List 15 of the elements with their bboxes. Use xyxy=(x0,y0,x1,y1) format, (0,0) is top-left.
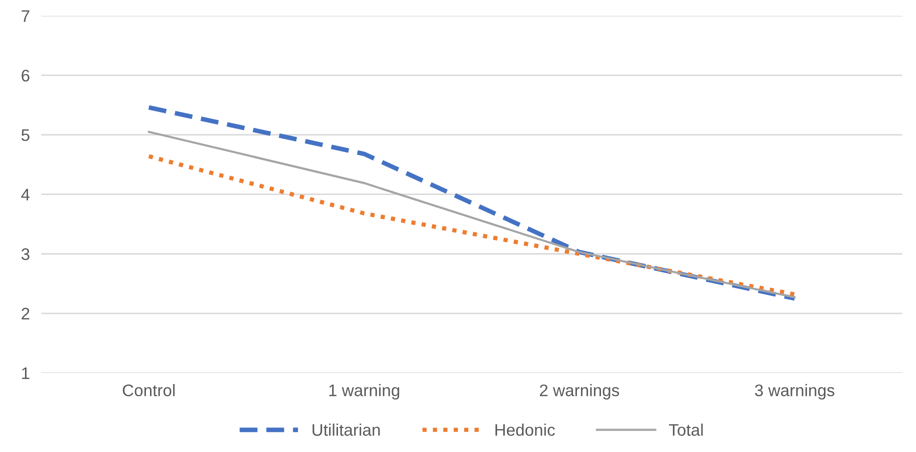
legend-label: Utilitarian xyxy=(312,424,380,436)
x-tick-label: 1 warning xyxy=(329,384,400,400)
y-tick-label: 4 xyxy=(21,188,30,200)
y-tick-label: 7 xyxy=(22,10,30,22)
y-tick-label: 6 xyxy=(22,70,30,82)
legend-label: Total xyxy=(668,424,703,436)
x-tick-label: Control xyxy=(122,384,175,396)
y-tick-label: 1 xyxy=(22,367,30,379)
x-tick-label: 3 warnings xyxy=(754,384,834,400)
y-tick-label: 2 xyxy=(22,308,30,320)
y-tick-label: 3 xyxy=(21,248,30,260)
x-tick-label: 2 warnings xyxy=(540,384,620,400)
y-tick-label: 5 xyxy=(22,129,30,142)
line-series xyxy=(146,154,797,296)
legend-label: Hedonic xyxy=(496,424,555,436)
